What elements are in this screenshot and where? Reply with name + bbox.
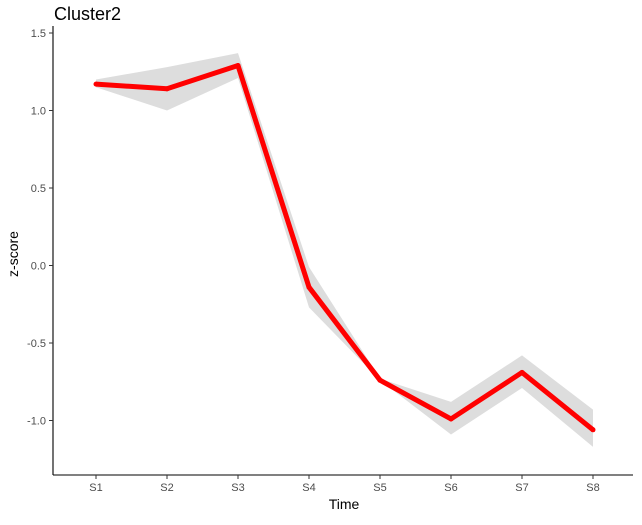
axes-layer xyxy=(52,26,633,476)
data-point-s4 xyxy=(306,284,312,290)
x-tick-label: S5 xyxy=(373,482,386,494)
data-point-s2 xyxy=(164,86,170,92)
data-point-s3 xyxy=(235,63,241,69)
x-ticks-layer: S1 S2 S3 S4 S5 S6 S7 S8 xyxy=(89,475,600,494)
data-point-s5 xyxy=(377,377,383,383)
data-point-s1 xyxy=(93,81,99,87)
series-line-layer xyxy=(93,63,596,433)
x-tick-label: S7 xyxy=(515,482,528,494)
data-point-s7 xyxy=(519,369,525,375)
data-point-s6 xyxy=(448,416,454,422)
y-tick-label: 0.0 xyxy=(31,261,46,273)
y-tick-label: 1.0 xyxy=(31,106,46,118)
x-tick-label: S1 xyxy=(89,482,102,494)
y-ticks-layer: -1.0 -0.5 0.0 0.5 1.0 1.5 xyxy=(27,28,53,428)
x-tick-label: S6 xyxy=(444,482,457,494)
x-tick-label: S3 xyxy=(231,482,244,494)
data-point-s8 xyxy=(590,427,596,433)
y-tick-label: -1.0 xyxy=(27,416,46,428)
y-tick-label: -0.5 xyxy=(27,338,46,350)
confidence-band xyxy=(96,53,593,447)
chart-title: Cluster2 xyxy=(54,4,121,24)
x-tick-label: S2 xyxy=(160,482,173,494)
x-tick-label: S8 xyxy=(586,482,599,494)
y-axis-title: z-score xyxy=(5,231,21,277)
y-tick-label: 1.5 xyxy=(31,28,46,40)
series-line xyxy=(95,63,595,432)
y-tick-label: 0.5 xyxy=(31,183,46,195)
confidence-band-layer xyxy=(96,53,593,447)
x-tick-label: S4 xyxy=(302,482,315,494)
x-axis-title: Time xyxy=(329,496,360,512)
